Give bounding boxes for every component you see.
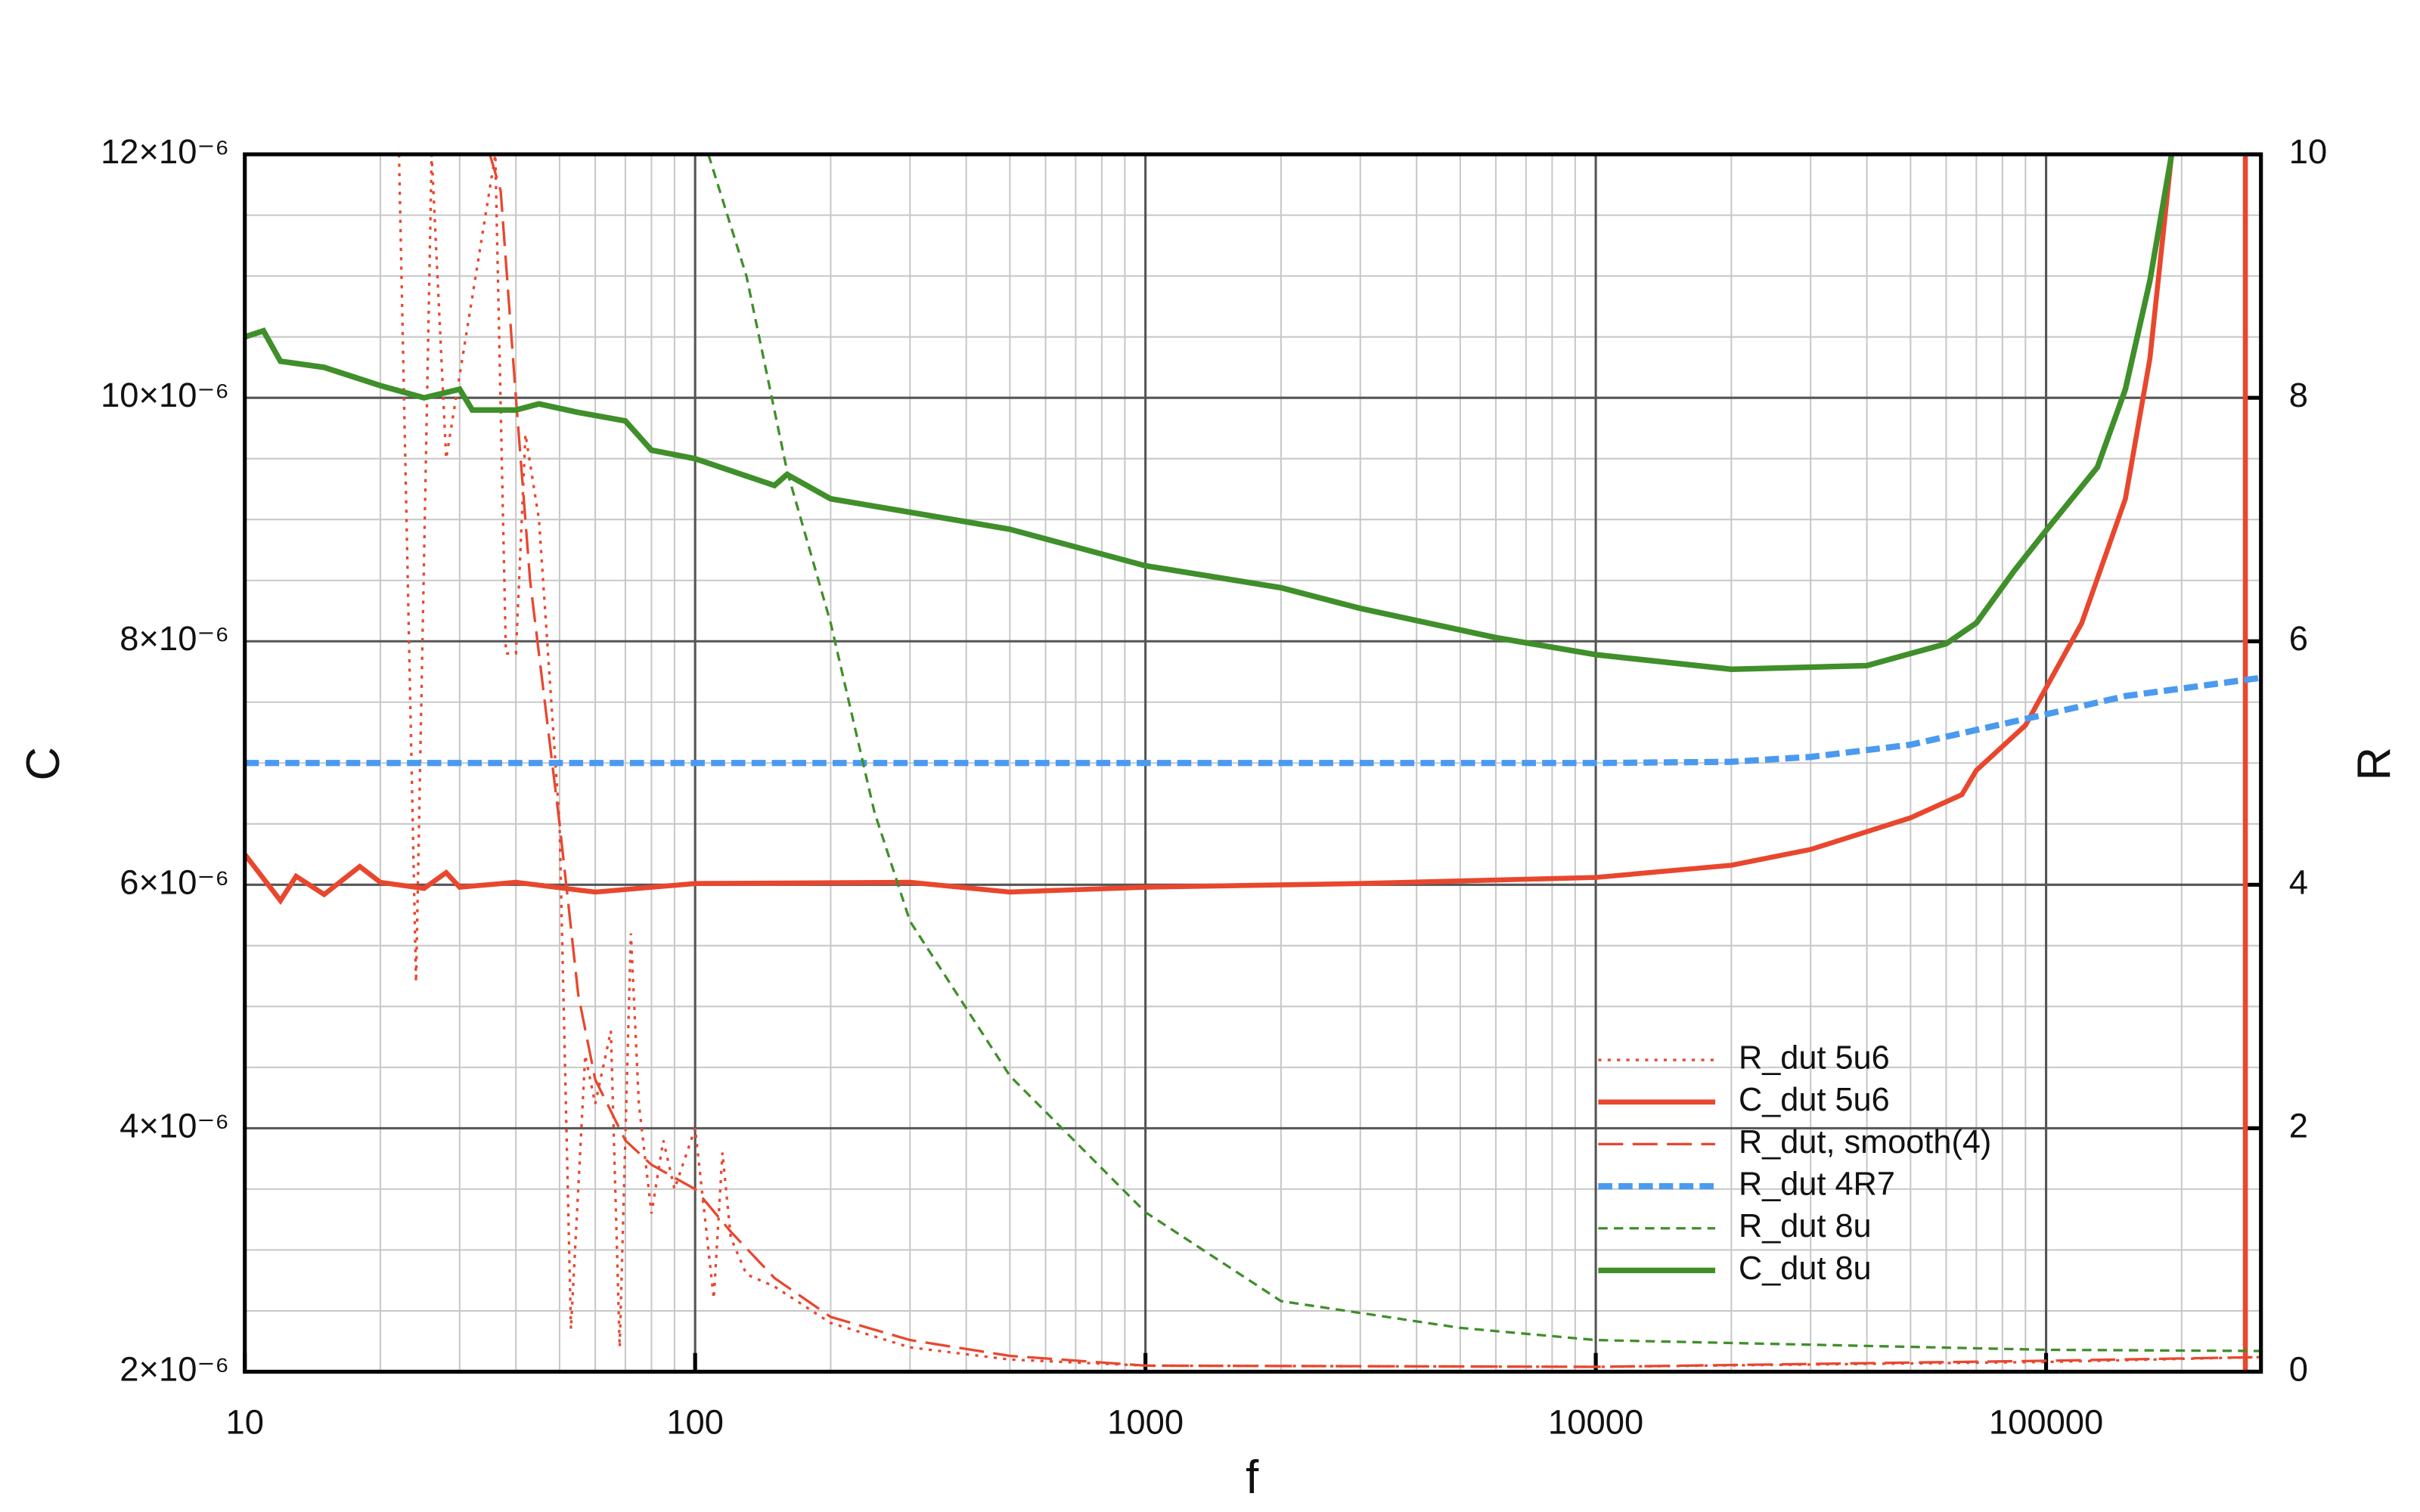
x-tick-label: 100000	[1989, 1403, 2103, 1442]
x-tick-label: 10	[225, 1403, 263, 1442]
legend-label: R_dut 5u6	[1739, 1040, 1890, 1076]
plot-lines	[244, 154, 2261, 1372]
legend: R_dut 5u6 C_dut 5u6 R_dut, smooth(4) R_dut …	[1598, 1040, 1991, 1287]
x-tick-label: 10000	[1548, 1403, 1643, 1442]
series-line	[244, 674, 2261, 767]
labels: 10 100 1000 10000 1000002×10⁻⁶4×10⁻⁶6×10⁻⁶8×…	[101, 132, 2327, 1441]
y2-tick-label: 8	[2289, 376, 2308, 414]
legend-label: R_dut, smooth(4)	[1739, 1124, 1991, 1160]
y-tick-label: 4×10⁻⁶	[119, 1106, 229, 1145]
legend-label: R_dut 8u	[1739, 1208, 1872, 1244]
y-tick-label: 12×10⁻⁶	[101, 132, 229, 171]
legend-label: C_dut 8u	[1739, 1250, 1872, 1287]
y2-axis-label: R	[2349, 747, 2401, 781]
series-line	[244, 154, 2175, 672]
grid	[243, 152, 2261, 1374]
legend-label: R_dut 4R7	[1739, 1167, 1895, 1203]
y2-tick-label: 6	[2289, 619, 2308, 658]
x-tick-label: 100	[666, 1403, 724, 1442]
x-axis-label: f	[1246, 1452, 1259, 1504]
y2-tick-label: 2	[2289, 1106, 2308, 1145]
y2-tick-label: 0	[2289, 1349, 2308, 1388]
series-line	[397, 154, 2261, 1368]
y-tick-label: 6×10⁻⁶	[119, 863, 229, 901]
y-axis-label: C	[17, 747, 70, 781]
y-tick-label: 2×10⁻⁶	[119, 1349, 229, 1388]
plot-frame	[243, 152, 2263, 1374]
series-line	[244, 154, 2248, 1372]
y-tick-label: 10×10⁻⁶	[101, 376, 229, 414]
y2-tick-label: 10	[2289, 132, 2327, 171]
x-tick-label: 1000	[1107, 1403, 1184, 1442]
y2-tick-label: 4	[2289, 863, 2308, 901]
series-line	[489, 154, 2261, 1368]
y-tick-label: 8×10⁻⁶	[119, 619, 229, 658]
legend-label: C_dut 5u6	[1739, 1082, 1890, 1118]
